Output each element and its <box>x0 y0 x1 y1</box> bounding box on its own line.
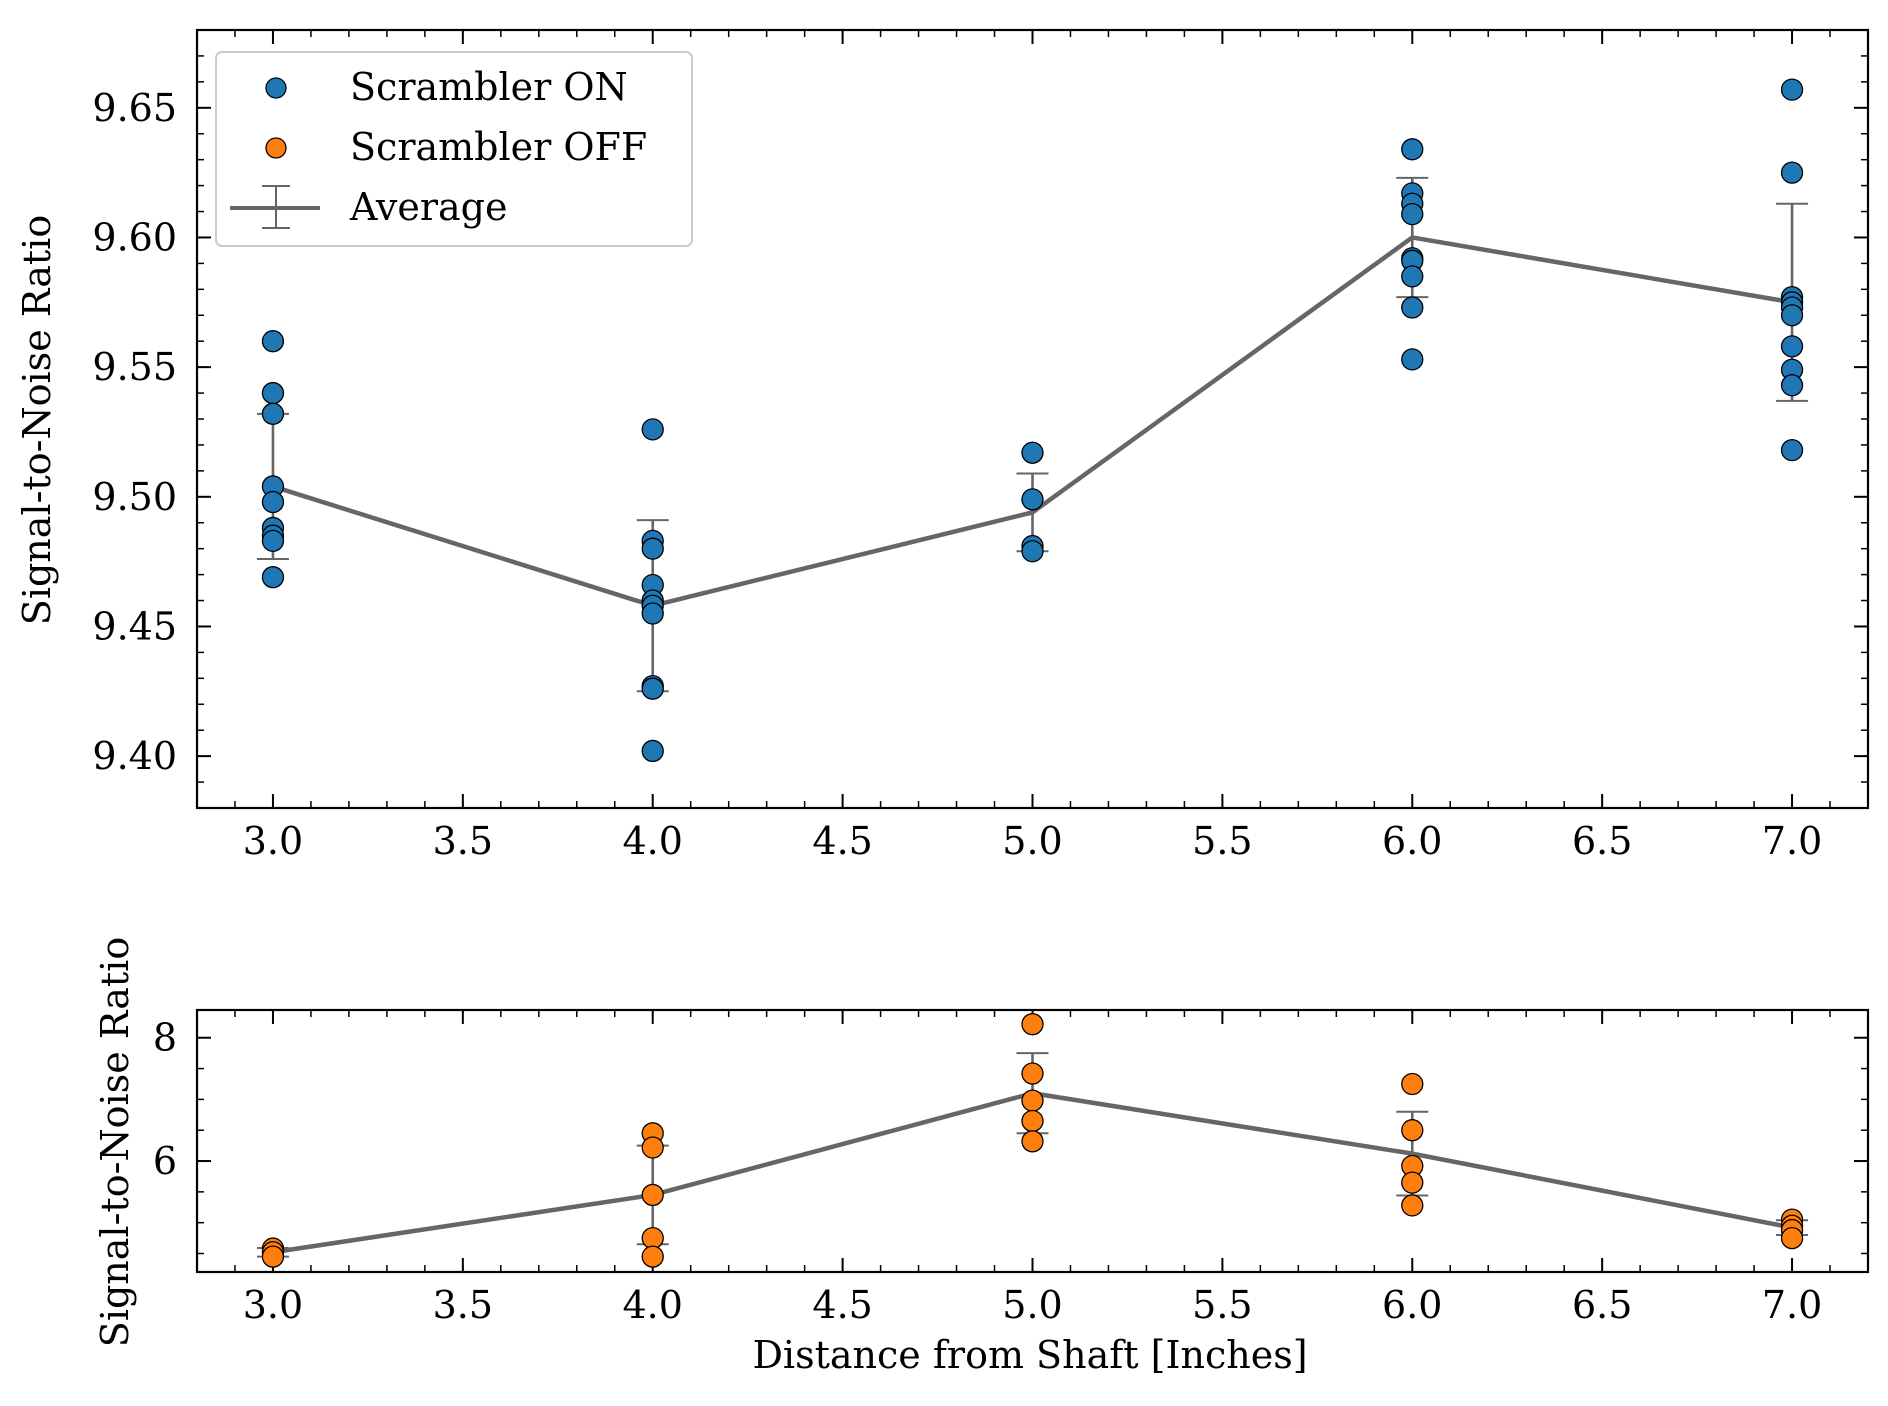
legend: Scrambler ON Scrambler OFF Average <box>215 51 693 247</box>
bottom-chart-panel: 3.0 3.5 4.0 4.5 5.0 5.5 6.0 6.5 7.0 6 8 Signal-to-… <box>93 937 1870 1377</box>
bottom-plot-area: 3.0 3.5 4.0 4.5 5.0 5.5 6.0 6.5 7.0 6 8 <box>153 1008 1870 1327</box>
top-y-tick-label: 9.55 <box>92 345 177 389</box>
bottom-x-tick-label: 6.5 <box>1572 1283 1632 1327</box>
top-data-point <box>1401 138 1424 161</box>
top-y-axis-label: Signal-to-Noise Ratio <box>15 215 59 625</box>
top-data-point <box>1780 335 1804 358</box>
bottom-x-tick-label: 6.0 <box>1382 1283 1442 1327</box>
top-data-point <box>261 529 285 553</box>
top-data-point <box>1780 161 1804 184</box>
top-x-tick-label: 5.0 <box>1002 819 1062 863</box>
top-x-tick-label: 6.0 <box>1382 819 1442 863</box>
bottom-data-point <box>261 1245 285 1268</box>
top-data-point <box>261 566 285 589</box>
top-x-tick-label: 4.0 <box>623 819 683 863</box>
legend-label-scrambler-off: Scrambler OFF <box>350 125 647 169</box>
top-chart-panel: 3.0 3.5 4.0 4.5 5.0 5.5 6.0 6.5 7.0 9.40 9.45 9.50 9… <box>15 28 1870 863</box>
bottom-data-point <box>1401 1072 1424 1096</box>
bottom-data-point <box>1401 1119 1424 1142</box>
legend-label-scrambler-on: Scrambler ON <box>350 65 628 109</box>
top-y-tick-label: 9.65 <box>92 86 177 130</box>
bottom-y-tick-label: 8 <box>153 1016 177 1060</box>
bottom-data-point <box>641 1183 664 1207</box>
bottom-data-point <box>1401 1194 1424 1217</box>
bottom-x-tick-label: 4.5 <box>812 1283 872 1327</box>
top-data-point <box>641 739 664 763</box>
top-data-point <box>1780 304 1804 327</box>
top-data-point <box>1401 296 1424 319</box>
top-data-point <box>1780 438 1804 462</box>
top-data-point <box>1401 348 1424 371</box>
top-data-point <box>1021 488 1044 511</box>
bottom-x-tick-label: 5.0 <box>1002 1283 1062 1327</box>
bottom-data-point <box>641 1136 664 1159</box>
bottom-data-point <box>1021 1013 1044 1036</box>
bottom-y-tick-label: 6 <box>153 1139 177 1183</box>
bottom-x-tick-label: 5.5 <box>1192 1283 1252 1327</box>
legend-label-average: Average <box>349 185 508 229</box>
bottom-data-point <box>1401 1171 1424 1194</box>
bottom-data-point <box>641 1245 664 1268</box>
top-data-point <box>641 602 664 625</box>
legend-frame <box>215 51 693 247</box>
top-data-point <box>1401 202 1424 226</box>
legend-marker-average <box>230 185 320 229</box>
bottom-x-tick-label: 4.0 <box>623 1283 683 1327</box>
top-data-point <box>641 537 664 560</box>
bottom-data-point <box>1021 1062 1044 1085</box>
top-x-tick-label: 6.5 <box>1572 819 1632 863</box>
bottom-x-axis-label: Distance from Shaft [Inches] <box>752 1333 1307 1377</box>
top-y-tick-label: 9.45 <box>92 604 177 648</box>
top-data-point <box>1780 78 1804 101</box>
top-x-tick-label: 4.5 <box>812 819 872 863</box>
top-x-tick-label: 3.0 <box>243 819 303 863</box>
top-data-point <box>261 330 285 353</box>
bottom-data-point <box>1021 1089 1044 1112</box>
top-data-point <box>641 677 664 700</box>
bottom-x-tick-label: 3.5 <box>433 1283 493 1327</box>
bottom-x-tick-label: 7.0 <box>1762 1283 1822 1327</box>
bottom-data-point <box>1021 1109 1044 1133</box>
legend-marker-scrambler-off <box>265 137 287 159</box>
top-data-point <box>261 381 285 405</box>
top-x-tick-label: 7.0 <box>1762 819 1822 863</box>
top-data-point <box>1401 265 1424 288</box>
bottom-data-point <box>1021 1130 1044 1153</box>
legend-marker-scrambler-on <box>265 77 287 99</box>
bottom-x-tick-label: 3.0 <box>243 1283 303 1327</box>
top-data-point <box>1021 540 1044 563</box>
top-data-point <box>1780 374 1804 397</box>
top-data-point <box>641 418 664 441</box>
top-x-tick-label: 3.5 <box>433 819 493 863</box>
top-plot-area: 3.0 3.5 4.0 4.5 5.0 5.5 6.0 6.5 7.0 9.40 9.45 9.50 9… <box>92 28 1870 863</box>
bottom-y-axis-label: Signal-to-Noise Ratio <box>93 937 137 1347</box>
top-data-point <box>261 490 285 514</box>
bottom-data-point <box>1780 1226 1804 1250</box>
top-data-point <box>261 402 285 425</box>
top-y-tick-label: 9.50 <box>92 475 177 519</box>
top-y-tick-label: 9.40 <box>92 734 177 778</box>
top-x-tick-label: 5.5 <box>1192 819 1252 863</box>
top-data-point <box>1021 441 1044 464</box>
top-y-tick-label: 9.60 <box>92 215 177 259</box>
